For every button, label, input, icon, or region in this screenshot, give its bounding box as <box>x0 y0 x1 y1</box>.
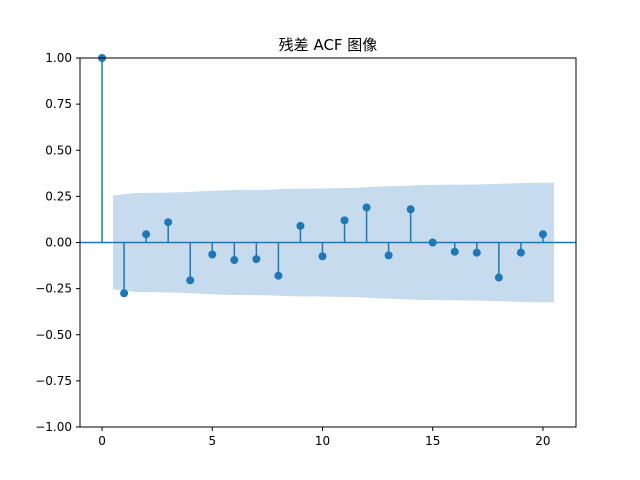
x-tick-label-10: 10 <box>315 434 330 448</box>
marker-lag-9 <box>296 221 305 230</box>
marker-lag-1 <box>120 289 129 298</box>
ticks-layer: 0 5 10 15 20 −1.00 −0.75 −0.50 −0.25 0.00 0.25 0.50… <box>35 51 550 448</box>
stems-layer <box>98 54 547 298</box>
marker-lag-12 <box>362 203 371 212</box>
y-tick-label-4: 0.00 <box>45 236 72 250</box>
marker-lag-4 <box>186 276 195 285</box>
y-tick-label-1: −0.75 <box>35 374 72 388</box>
marker-lag-17 <box>472 248 481 257</box>
marker-lag-11 <box>340 216 349 225</box>
marker-lag-7 <box>252 255 261 264</box>
x-tick-label-5: 5 <box>208 434 216 448</box>
x-tick-label-20: 20 <box>535 434 550 448</box>
chart-title: 残差 ACF 图像 <box>279 36 378 54</box>
marker-lag-18 <box>494 273 503 282</box>
y-tick-label-0: −1.00 <box>35 420 72 434</box>
marker-lag-19 <box>516 248 525 257</box>
y-tick-label-2: −0.50 <box>35 328 72 342</box>
marker-lag-8 <box>274 271 283 280</box>
marker-lag-16 <box>450 247 459 256</box>
marker-lag-5 <box>208 250 217 259</box>
y-tick-label-3: −0.25 <box>35 282 72 296</box>
y-tick-label-8: 1.00 <box>45 51 72 65</box>
marker-lag-6 <box>230 256 239 265</box>
marker-lag-14 <box>406 205 415 214</box>
marker-lag-10 <box>318 252 327 261</box>
marker-lag-20 <box>538 230 547 239</box>
marker-lag-13 <box>384 251 393 260</box>
x-tick-label-15: 15 <box>425 434 440 448</box>
y-tick-label-5: 0.25 <box>45 189 72 203</box>
x-tick-label-0: 0 <box>98 434 106 448</box>
y-tick-label-7: 0.75 <box>45 97 72 111</box>
y-tick-label-6: 0.50 <box>45 143 72 157</box>
marker-lag-15 <box>428 238 437 247</box>
marker-lag-2 <box>142 230 151 239</box>
marker-lag-3 <box>164 218 173 227</box>
